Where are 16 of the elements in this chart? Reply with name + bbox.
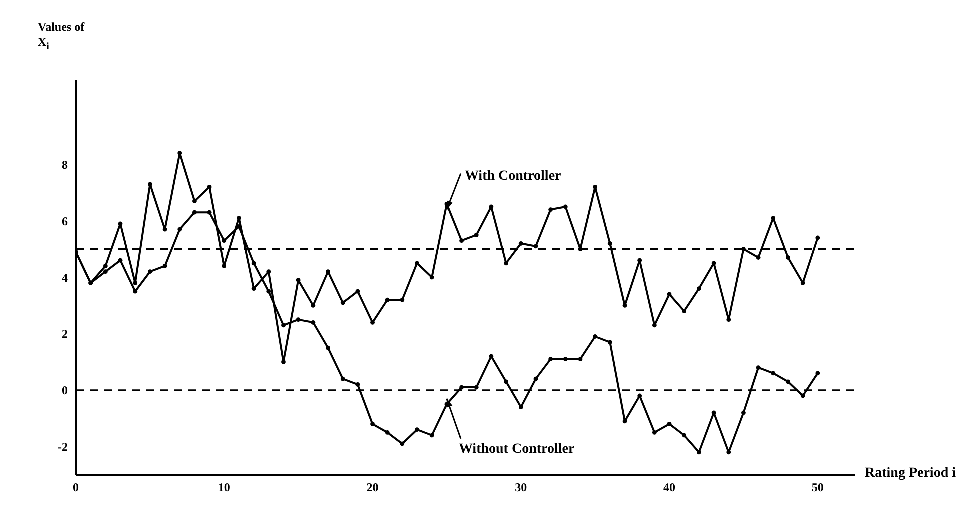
- x-tick-label: 30: [515, 480, 528, 495]
- x-tick-label: 50: [812, 480, 824, 495]
- annotation: Without Controller: [458, 442, 575, 457]
- x-tick-label: 0: [73, 480, 79, 495]
- y-axis-title: Values of X$_{i}$: [38, 20, 86, 54]
- x-tick-label: 20: [366, 480, 379, 495]
- annotation: With Controller: [464, 168, 562, 184]
- y-tick-label: -2: [58, 440, 68, 454]
- x-tick-label: 10: [218, 480, 230, 495]
- y-tick-label: 8: [62, 158, 68, 172]
- y-tick-label: 0: [62, 384, 68, 398]
- x-tick-label: 40: [664, 480, 676, 495]
- x-axis-title: Rating Period i: [865, 466, 956, 482]
- y-tick-label: 6: [62, 214, 68, 228]
- y-tick-label: 4: [62, 270, 68, 285]
- y-tick-label: 2: [62, 327, 68, 342]
